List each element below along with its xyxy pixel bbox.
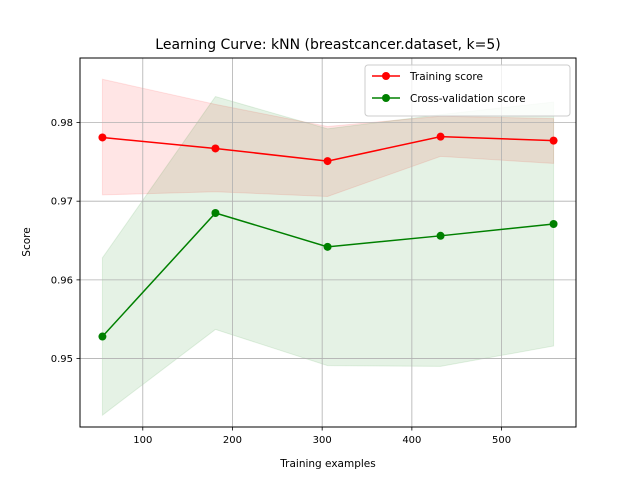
x-tick-label-0: 100	[133, 435, 152, 446]
y-axis-label: Score	[21, 227, 33, 256]
confidence-bands	[101, 78, 555, 417]
y-tick-label-2: 0.97	[51, 197, 73, 208]
confidence-band-1	[101, 95, 555, 417]
x-axis-ticks: 100 200 300 400 500	[133, 427, 511, 446]
series-0-point-4	[549, 136, 558, 145]
legend-training-marker	[382, 72, 390, 80]
x-tick-label-4: 500	[492, 435, 511, 446]
legend-box	[364, 64, 571, 117]
series-lines	[98, 132, 558, 341]
series-1-point-4	[549, 220, 558, 229]
series-1-point-0	[98, 332, 107, 341]
x-axis-label: Training examples	[279, 458, 375, 470]
x-tick-label-3: 400	[402, 435, 421, 446]
plot-frame	[79, 57, 577, 428]
legend-training-label: Training score	[409, 71, 483, 83]
series-0-point-2	[323, 157, 332, 166]
x-tick-label-2: 300	[313, 435, 332, 446]
y-axis-ticks: 0.95 0.96 0.97 0.98	[51, 118, 80, 365]
series-1-point-1	[211, 208, 220, 217]
y-tick-label-1: 0.96	[51, 275, 73, 286]
series-1-point-3	[436, 231, 445, 240]
y-tick-label-0: 0.95	[51, 354, 73, 365]
chart-title: Learning Curve: kNN (breastcancer.datase…	[155, 37, 500, 53]
legend: Training score Cross-validation score	[364, 64, 571, 117]
grid-lines	[80, 58, 576, 427]
x-tick-label-1: 200	[223, 435, 242, 446]
y-tick-label-3: 0.98	[51, 118, 73, 129]
series-0-point-1	[211, 144, 220, 153]
confidence-band-0	[101, 78, 555, 197]
series-0-point-0	[98, 133, 107, 142]
series-1-point-2	[323, 242, 332, 251]
series-0-point-3	[436, 132, 445, 141]
legend-cv-marker	[382, 94, 390, 102]
legend-cv-label: Cross-validation score	[410, 93, 526, 105]
